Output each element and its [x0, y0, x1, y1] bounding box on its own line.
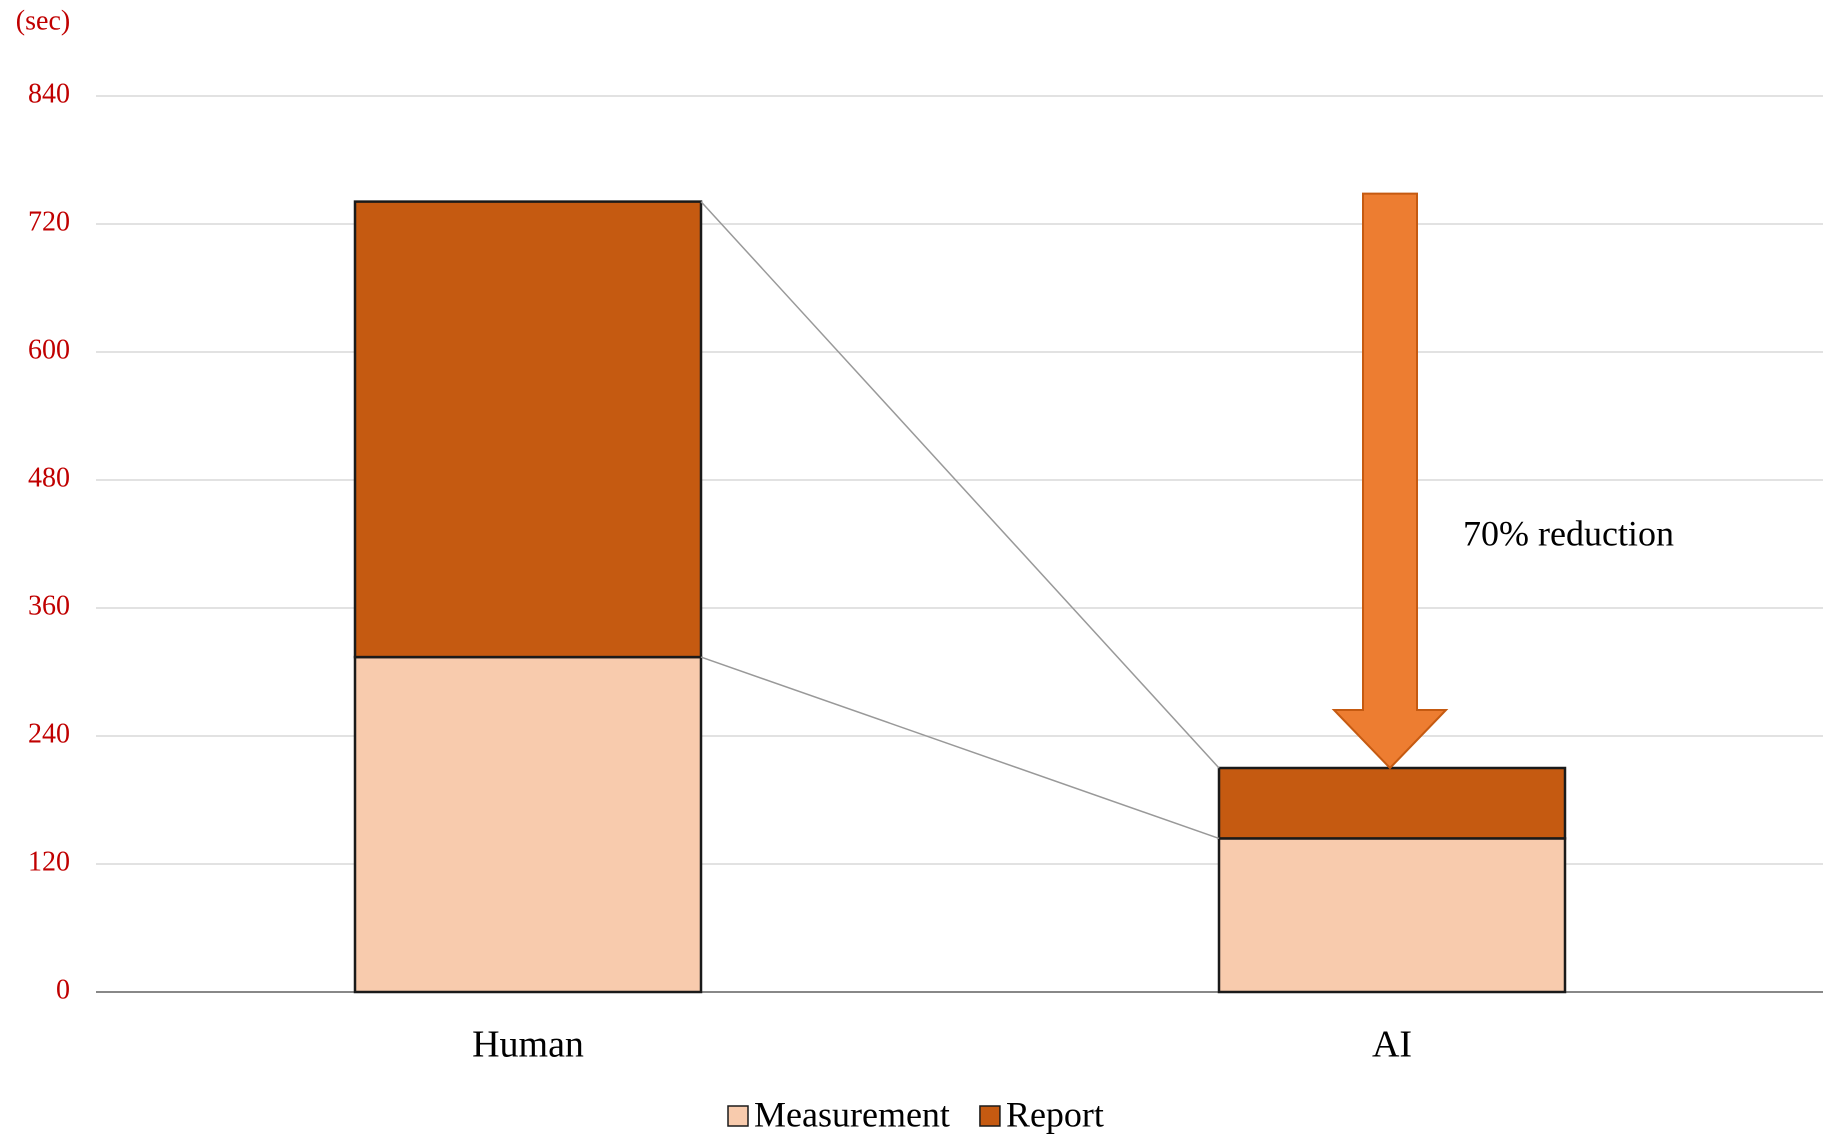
- y-tick-label: 360: [28, 590, 70, 621]
- y-tick-label: 240: [28, 718, 70, 749]
- legend-swatch: [979, 1105, 1001, 1127]
- legend-label: Measurement: [754, 1094, 950, 1134]
- bar-segment: [353, 655, 703, 994]
- connector-line: [700, 201, 1220, 769]
- y-tick-label: 120: [28, 846, 70, 877]
- y-tick-label: 720: [28, 206, 70, 237]
- x-tick-label: AI: [1372, 1024, 1412, 1066]
- legend-label: Report: [1006, 1094, 1104, 1134]
- y-axis-label: (sec): [16, 5, 70, 36]
- connector-line: [700, 656, 1220, 840]
- bar-segment: [1217, 837, 1567, 994]
- legend-swatch: [727, 1105, 749, 1127]
- bar-segment: [1217, 766, 1567, 840]
- y-tick-label: 480: [28, 462, 70, 493]
- x-tick-label: Human: [472, 1024, 584, 1066]
- reduction-arrow: [1331, 192, 1449, 770]
- annotation: 70% reduction: [1463, 513, 1674, 553]
- bar-segment: [353, 200, 703, 659]
- y-tick-label: 600: [28, 334, 70, 365]
- y-tick-label: 0: [56, 974, 70, 1005]
- y-tick-label: 840: [28, 78, 70, 109]
